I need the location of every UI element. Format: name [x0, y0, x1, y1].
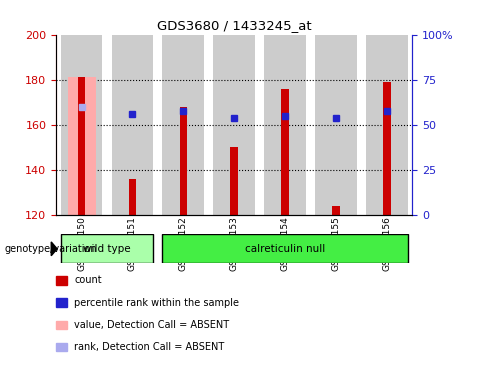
Title: GDS3680 / 1433245_at: GDS3680 / 1433245_at: [157, 19, 311, 32]
Bar: [61, 35, 102, 215]
Text: value, Detection Call = ABSENT: value, Detection Call = ABSENT: [74, 320, 229, 330]
Bar: [213, 35, 255, 215]
Bar: [163, 35, 204, 215]
Bar: [315, 35, 357, 215]
Bar: [264, 35, 306, 215]
Text: calreticulin null: calreticulin null: [245, 243, 325, 254]
Bar: [281, 89, 289, 215]
Bar: [230, 147, 238, 215]
Bar: [78, 78, 85, 215]
Text: genotype/variation: genotype/variation: [5, 244, 98, 254]
Bar: [180, 107, 187, 215]
Text: count: count: [74, 275, 102, 285]
Bar: [366, 35, 408, 215]
Bar: [383, 82, 391, 215]
Bar: [61, 234, 153, 263]
Bar: [332, 206, 340, 215]
Text: percentile rank within the sample: percentile rank within the sample: [74, 298, 239, 308]
Text: wild type: wild type: [83, 243, 131, 254]
Text: rank, Detection Call = ABSENT: rank, Detection Call = ABSENT: [74, 342, 224, 352]
Bar: [163, 234, 408, 263]
Bar: [112, 35, 153, 215]
Bar: [129, 179, 136, 215]
Bar: [67, 78, 96, 215]
